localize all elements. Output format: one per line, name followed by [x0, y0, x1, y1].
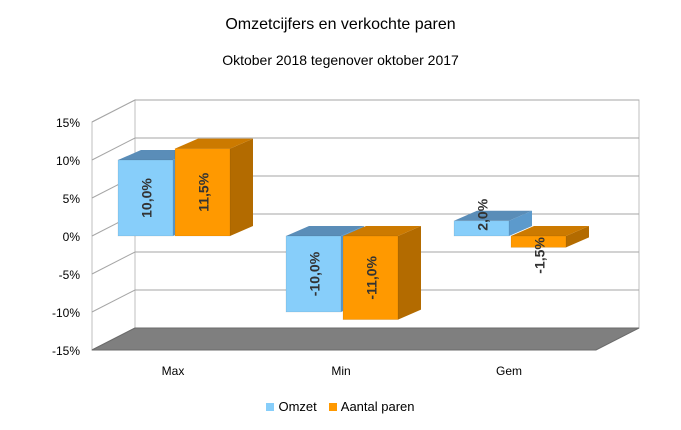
gridline	[91, 251, 639, 275]
bar-front	[285, 235, 342, 313]
y-tick-label: -10%	[52, 306, 80, 320]
legend-swatch-omzet	[266, 402, 275, 411]
chart-legend: Omzet Aantal paren	[0, 399, 681, 414]
data-label: -10,0%	[307, 251, 323, 296]
bar-front	[117, 159, 174, 237]
bar-top	[175, 138, 253, 149]
bar-front	[342, 235, 399, 320]
bar-side	[566, 226, 589, 248]
bar-side	[398, 226, 421, 320]
bar-top	[343, 226, 421, 236]
legend-label-aantal-paren: Aantal paren	[340, 399, 415, 414]
bar-aantal-paren-gem: -1,5%	[510, 226, 589, 274]
bar-omzet-gem: 2,0%	[453, 198, 532, 237]
bar-aantal-paren-max: 11,5%	[174, 138, 253, 237]
chart-floor	[91, 327, 640, 351]
gridline	[91, 289, 639, 313]
y-tick-label: 0%	[63, 230, 81, 244]
legend-label-omzet: Omzet	[278, 399, 317, 414]
data-label: 11,5%	[196, 172, 212, 211]
bar-aantal-paren-min: -11,0%	[342, 226, 421, 320]
bar-side	[230, 138, 253, 236]
bar-front	[510, 235, 567, 248]
data-label: 2,0%	[475, 198, 491, 230]
legend-swatch-aantal-paren	[328, 402, 337, 411]
bar-top	[454, 210, 532, 221]
gridline	[91, 99, 639, 123]
data-label: -1,5%	[532, 237, 548, 274]
x-tick-label: Gem	[496, 364, 522, 378]
legend-item-omzet: Omzet	[266, 399, 317, 414]
x-tick-label: Min	[331, 364, 350, 378]
bar-top	[286, 226, 364, 236]
chart-title: Omzetcijfers en verkochte paren	[225, 16, 456, 33]
bar-front	[453, 220, 510, 237]
y-tick-label: 10%	[56, 154, 80, 168]
y-tick-label: -15%	[52, 344, 80, 358]
x-tick-label: Max	[162, 364, 185, 378]
legend-item-aantal-paren: Aantal paren	[328, 399, 415, 414]
y-tick-label: -5%	[59, 268, 81, 282]
bar-top	[511, 226, 589, 236]
gridline	[91, 137, 639, 161]
data-label: 10,0%	[139, 178, 155, 218]
chart-subtitle: Oktober 2018 tegenover oktober 2017	[222, 52, 459, 68]
bar-front	[174, 148, 231, 237]
y-tick-label: 15%	[56, 116, 80, 130]
y-tick-label: 5%	[63, 192, 81, 206]
bar-side	[509, 210, 532, 236]
data-label: -11,0%	[364, 255, 380, 299]
